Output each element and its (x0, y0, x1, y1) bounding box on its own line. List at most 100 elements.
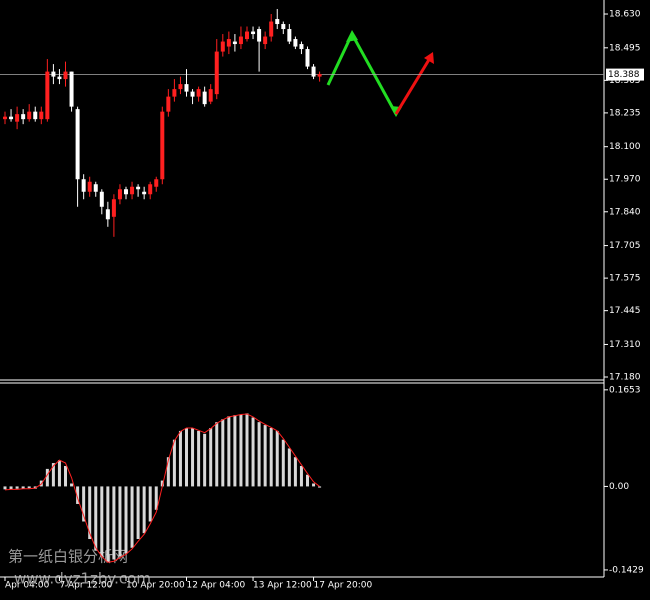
x-tick-label: 12 Apr 04:00 (187, 581, 246, 591)
last-price-label: 18.388 (608, 70, 640, 80)
candle-body (293, 39, 298, 47)
arrow-head (346, 30, 358, 42)
candle-body (190, 91, 195, 97)
candle-body (251, 31, 256, 35)
candle-body (9, 116, 14, 120)
candle-body (130, 186, 135, 195)
y-tick-label: 0.1653 (609, 385, 641, 395)
candle-body (111, 199, 116, 217)
histogram-bar (318, 486, 322, 488)
histogram-bar (239, 414, 243, 487)
candle-body (257, 29, 262, 42)
y-tick-label: 17.970 (609, 175, 641, 185)
histogram-bar (287, 448, 291, 487)
x-tick-label: Apr 04:00 (5, 581, 50, 591)
candle-body (39, 111, 44, 120)
histogram-bar (197, 430, 201, 487)
histogram-bar (3, 486, 7, 490)
candle-body (202, 91, 207, 105)
histogram-bar (15, 486, 19, 489)
candle-body (27, 111, 32, 120)
candle-body (299, 44, 304, 50)
candle-body (172, 89, 177, 97)
histogram-bar (257, 422, 261, 487)
histogram-bar (130, 486, 134, 548)
histogram-bar (312, 483, 316, 487)
histogram-bar (9, 486, 13, 490)
histogram-bar (263, 425, 267, 487)
candle-body (226, 39, 231, 47)
watermark: 第一纸白银分析网 (8, 548, 128, 566)
histogram-bar (112, 486, 116, 560)
candle-body (93, 184, 98, 192)
candle-body (263, 36, 268, 45)
histogram-bar (154, 486, 158, 510)
candle-body (117, 189, 122, 200)
y-tick-label: 17.840 (609, 207, 641, 217)
candle-body (269, 21, 274, 37)
histogram-bar (191, 427, 195, 487)
histogram-bar (124, 486, 128, 554)
y-tick-label: 18.630 (609, 10, 641, 20)
candle-body (136, 186, 141, 190)
oscillator-panel: 0.1653 0.00 -0.1429 (3, 385, 644, 575)
histogram-bar (269, 427, 273, 487)
histogram-bar (64, 465, 67, 487)
histogram-bar (57, 460, 61, 487)
y-tick-label: -0.1429 (609, 565, 644, 575)
histogram-bar (45, 468, 49, 487)
histogram-bar (203, 433, 207, 487)
histogram-bar (245, 413, 249, 487)
candle-body (99, 191, 104, 207)
histogram-bar (148, 486, 152, 522)
candle-body (166, 96, 171, 112)
histogram-bar (100, 486, 104, 557)
candle-body (63, 71, 68, 80)
y-tick-label: 18.365 (609, 76, 641, 86)
candle-body (245, 31, 249, 40)
histogram-bar (118, 486, 122, 557)
candle-body (45, 71, 50, 120)
histogram-bar (185, 427, 188, 487)
histogram-bar (82, 486, 86, 522)
histogram-bar (142, 486, 146, 534)
histogram-bar (221, 419, 225, 487)
candle-body (178, 84, 183, 90)
histogram-bar (51, 463, 55, 487)
y-tick-label: 17.575 (609, 274, 641, 284)
y-tick-label: 17.180 (609, 372, 641, 382)
y-tick-label: 18.100 (609, 142, 641, 152)
candle-body (124, 189, 128, 195)
candle-body (21, 114, 26, 120)
histogram-bar (70, 483, 74, 487)
y-tick-label: 17.445 (609, 306, 641, 316)
y-tick-label: 17.705 (609, 241, 641, 251)
histogram-bar (27, 486, 31, 489)
candle-body (87, 181, 92, 192)
y-tick-label: 18.495 (609, 43, 641, 53)
histogram-bar (178, 430, 182, 487)
histogram-bar (94, 486, 98, 551)
arrow-head (424, 52, 434, 64)
candle-body (238, 36, 243, 45)
candle-body (214, 51, 219, 95)
candle-body (154, 179, 159, 187)
candle-body (287, 29, 292, 42)
histogram-bar (209, 427, 213, 487)
candle-body (75, 109, 80, 180)
y-tick-label: 18.235 (609, 108, 641, 118)
candle-body (15, 114, 20, 122)
histogram-bar (281, 439, 285, 487)
forecast-arrow (394, 57, 432, 115)
histogram-bar (166, 457, 170, 487)
x-tick-label: 17 Apr 20:00 (314, 581, 373, 591)
histogram-bar (160, 480, 164, 487)
histogram-bar (215, 422, 219, 487)
histogram-bar (21, 486, 25, 489)
candle-body (184, 84, 189, 92)
candle-body (51, 71, 56, 77)
candle-body (196, 89, 201, 97)
candle-body (105, 209, 110, 220)
